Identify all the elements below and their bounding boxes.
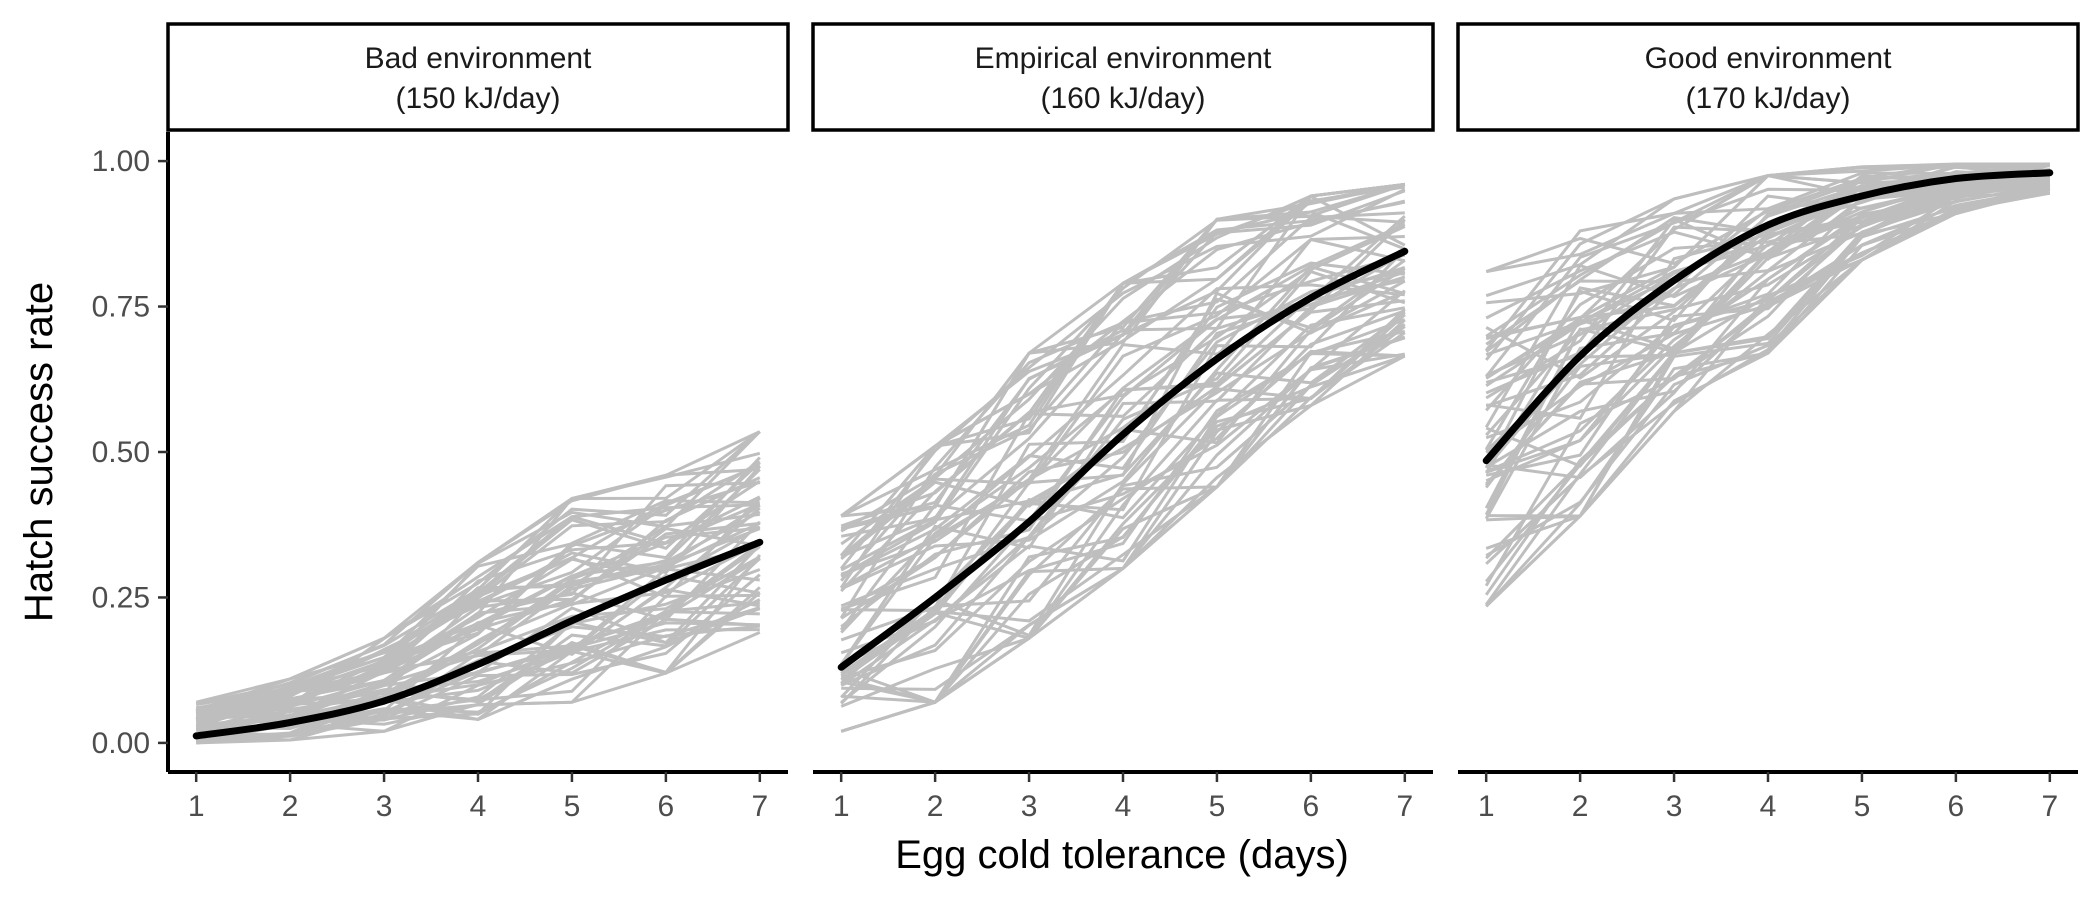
simulation-line [839, 275, 1406, 666]
simulation-line [1485, 165, 2050, 320]
simulation-line [840, 269, 1406, 608]
simulation-line [196, 593, 760, 742]
strip-title-line1: Good environment [1645, 42, 1892, 75]
strip-title-line1: Empirical environment [975, 42, 1272, 75]
panel-3: Good environment (170 kJ/day) 1 2 3 4 5 6 7 [1456, 22, 2080, 823]
x-tick-label: 1 [188, 790, 205, 823]
simulation-line [840, 318, 1406, 667]
simulation-line [196, 480, 761, 719]
simulation-line [195, 526, 761, 710]
simulation-line [841, 182, 1406, 518]
fitted-curve [837, 247, 1409, 671]
simulation-line [1485, 168, 2050, 357]
simulation-line [840, 309, 1406, 680]
simulation-line [195, 541, 761, 720]
x-tick-label: 3 [376, 790, 393, 823]
simulation-line [840, 323, 1406, 704]
simulation-line [195, 481, 760, 722]
x-tick-label: 2 [927, 790, 944, 823]
simulation-line [840, 259, 1406, 642]
y-tick-label: 0.00 [92, 727, 150, 760]
simulation-line [196, 573, 761, 738]
simulation-line [1485, 180, 2050, 483]
panel-1: Bad environment (150 kJ/day) 1 2 3 4 5 6 7 0.00 0.… [92, 22, 790, 823]
x-tick-label: 5 [564, 790, 581, 823]
simulation-line [1486, 183, 2051, 518]
simulation-line [840, 210, 1406, 538]
panel-2: Empirical environment (160 kJ/day) 1 2 3 4 5 6 7 [811, 22, 1435, 823]
y-tick-label: 0.50 [92, 436, 150, 469]
x-tick-label: 7 [751, 790, 768, 823]
x-tick-label: 6 [1948, 790, 1965, 823]
x-tick-label: 6 [658, 790, 675, 823]
simulation-line [840, 336, 1406, 675]
strip-box [166, 22, 790, 132]
x-tick-label: 4 [470, 790, 487, 823]
x-tick-label: 2 [1572, 790, 1589, 823]
simulation-line [840, 266, 1406, 687]
x-tick-label: 5 [1854, 790, 1871, 823]
x-tick-label: 4 [1115, 790, 1132, 823]
x-tick-label: 1 [1478, 790, 1495, 823]
simulation-line [840, 188, 1406, 570]
x-axis-title: Egg cold tolerance (days) [895, 833, 1349, 877]
x-tick-label: 5 [1209, 790, 1226, 823]
strip-title-line2: (150 kJ/day) [395, 82, 560, 115]
fitted-curve [192, 538, 764, 740]
y-tick-label: 1.00 [92, 145, 150, 178]
strip-title-line1: Bad environment [365, 42, 592, 75]
x-tick-label: 2 [282, 790, 299, 823]
strip-box [1456, 22, 2080, 132]
simulation-line [840, 261, 1405, 561]
strip-title-line2: (160 kJ/day) [1040, 82, 1205, 115]
x-tick-label: 4 [1760, 790, 1777, 823]
strip-box [811, 22, 1435, 132]
simulation-line [840, 325, 1406, 708]
x-tick-label: 7 [1396, 790, 1413, 823]
simulation-line [840, 269, 1406, 655]
simulation-line [840, 329, 1406, 704]
y-axis-title: Hatch success rate [17, 282, 61, 622]
simulation-line [195, 503, 760, 716]
x-tick-label: 3 [1666, 790, 1683, 823]
y-tick-label: 0.25 [92, 581, 150, 614]
simulation-line [840, 182, 1405, 558]
x-tick-label: 3 [1021, 790, 1038, 823]
y-tick-label: 0.75 [92, 291, 150, 324]
fitted-curve [1482, 169, 2054, 465]
x-tick-label: 6 [1303, 790, 1320, 823]
simulation-line [195, 456, 761, 715]
simulation-line [1485, 177, 2051, 468]
simulation-line [195, 430, 761, 706]
simulation-line [840, 218, 1406, 620]
simulation-line [1485, 179, 2050, 486]
x-tick-label: 7 [2041, 790, 2058, 823]
simulation-line [840, 270, 1406, 578]
x-tick-label: 1 [833, 790, 850, 823]
simulation-line [840, 248, 1406, 675]
strip-title-line2: (170 kJ/day) [1685, 82, 1850, 115]
simulation-line [195, 460, 761, 714]
